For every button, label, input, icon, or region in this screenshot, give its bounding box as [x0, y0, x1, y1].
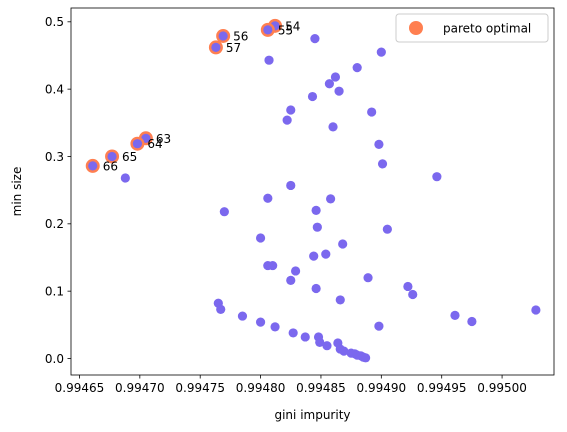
y-axis-label: min size [10, 167, 24, 217]
legend-box [395, 13, 549, 43]
data-point [255, 317, 266, 327]
data-point [322, 341, 332, 351]
x-tick-label: 0.99485 [296, 381, 346, 395]
data-point [363, 273, 373, 283]
data-point [374, 139, 384, 149]
x-tick-label: 0.99470 [115, 381, 165, 395]
point-label: 63 [156, 132, 171, 146]
data-point [403, 281, 413, 292]
x-tick-label: 0.99465 [55, 381, 105, 395]
data-point [328, 122, 338, 132]
y-tick-label: 0.5 [45, 15, 64, 29]
point-label: 64 [147, 137, 162, 151]
data-point [467, 316, 477, 327]
data-point [334, 86, 344, 96]
data-point [307, 91, 318, 102]
y-tick-label: 0.1 [45, 284, 64, 298]
data-point [338, 239, 348, 249]
y-tick-label: 0.3 [45, 150, 64, 164]
data-point [290, 266, 301, 276]
data-point [335, 295, 345, 305]
x-tick-label: 0.99495 [417, 381, 467, 395]
data-point [450, 310, 460, 321]
data-point [326, 194, 336, 204]
data-point [286, 180, 296, 191]
data-point [311, 205, 321, 215]
data-point [408, 289, 418, 300]
data-point [315, 337, 325, 347]
data-point [270, 322, 280, 332]
axes-frame [70, 7, 555, 376]
data-point [300, 332, 310, 342]
data-point [382, 224, 392, 234]
legend-marker-pareto [409, 21, 423, 35]
legend-entry-pareto-optimal: pareto optimal [443, 22, 531, 36]
data-point [268, 260, 278, 271]
x-axis-ticks: 0.99465 0.99470 0.99475 0.99480 0.99485 0.994… [55, 375, 527, 395]
data-point [361, 353, 371, 363]
point-label: 66 [103, 159, 118, 173]
data-point [288, 328, 298, 338]
pareto-point-center [132, 139, 143, 149]
data-point [120, 173, 130, 183]
pareto-point-center [218, 31, 228, 41]
data-point [310, 34, 320, 44]
x-tick-label: 0.99490 [357, 381, 407, 395]
data-point [263, 193, 273, 203]
pareto-point-center [263, 25, 273, 35]
point-label: 56 [233, 29, 248, 43]
pareto-point-center [211, 42, 221, 52]
pareto-point-center [107, 151, 117, 162]
x-tick-label: 0.99475 [175, 381, 225, 395]
pareto-point-center [88, 161, 98, 171]
data-point [309, 251, 319, 261]
data-point [286, 105, 296, 115]
data-point [531, 305, 541, 315]
data-point [352, 62, 362, 73]
data-point [216, 304, 226, 314]
data-point [312, 222, 322, 232]
data-point [432, 172, 442, 182]
point-label: 65 [122, 150, 137, 164]
data-point [324, 79, 335, 89]
data-point [237, 311, 248, 321]
data-point [339, 346, 349, 356]
data-point [219, 207, 229, 217]
data-point [374, 321, 384, 331]
x-axis-label: gini impurity [274, 408, 350, 422]
y-axis-ticks: 0.0 0.1 0.2 0.3 0.4 0.5 [45, 15, 71, 366]
data-point [377, 159, 388, 169]
data-point [286, 275, 296, 285]
data-point [282, 115, 292, 125]
y-tick-label: 0.0 [45, 352, 64, 366]
y-tick-label: 0.4 [45, 82, 64, 96]
point-label: 55 [278, 23, 293, 37]
data-point [367, 107, 377, 117]
x-tick-label: 0.99480 [236, 381, 286, 395]
point-label: 57 [226, 41, 241, 55]
data-point [311, 283, 321, 294]
data-point [264, 55, 274, 65]
y-tick-label: 0.2 [45, 217, 64, 231]
data-point [330, 72, 341, 82]
data-point [255, 233, 266, 243]
data-point [321, 249, 331, 259]
legend: pareto optimal [395, 13, 549, 43]
x-tick-label: 0.99500 [477, 381, 527, 395]
data-point [376, 47, 386, 57]
point-label: 54 [285, 19, 300, 33]
